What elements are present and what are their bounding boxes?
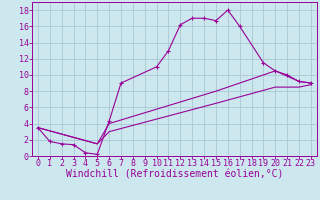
X-axis label: Windchill (Refroidissement éolien,°C): Windchill (Refroidissement éolien,°C) (66, 170, 283, 180)
